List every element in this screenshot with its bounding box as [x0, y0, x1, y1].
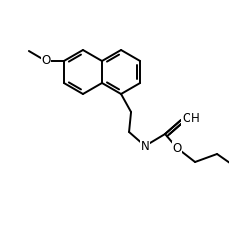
Text: O: O: [41, 55, 50, 67]
Text: O: O: [172, 142, 181, 154]
Text: H: H: [190, 113, 199, 125]
Text: N: N: [140, 139, 149, 153]
Text: O: O: [181, 113, 191, 125]
